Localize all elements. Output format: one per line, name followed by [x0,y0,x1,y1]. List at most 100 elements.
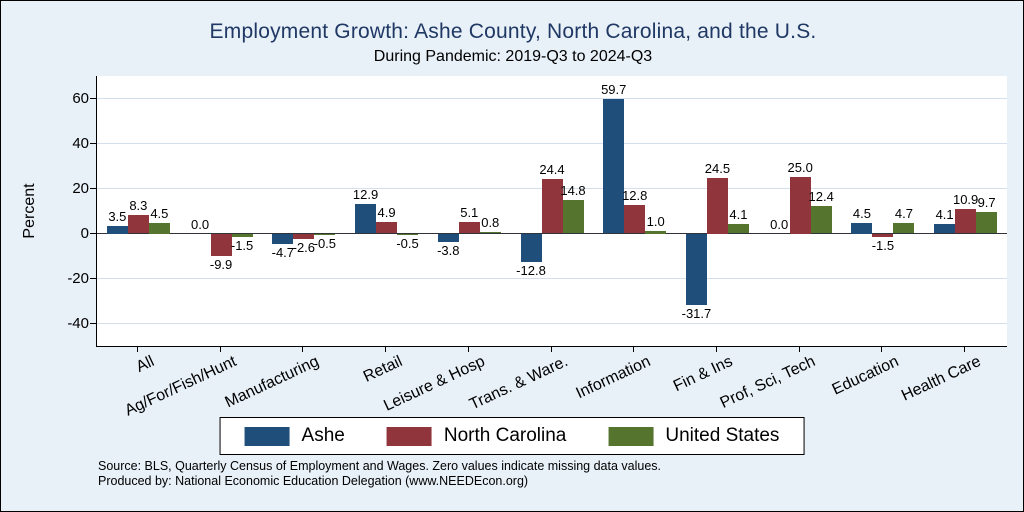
legend-swatch-united-states [608,426,654,446]
bar-value-label: -1.5 [871,237,895,253]
bar-value-label: 12.4 [808,188,834,204]
x-axis-tick [219,347,221,352]
bar-ashe-manufacturing [272,233,294,245]
y-tick-label: 40 [72,134,89,152]
bar-united-states-health-care [976,211,998,234]
bar-value-label: -4.7 [271,245,295,261]
bar-value-label: 4.5 [852,206,871,222]
bar-value-label: -1.5 [230,237,254,253]
y-axis-tick [90,278,96,279]
bar-united-states-trans-ware [562,200,584,234]
legend-label-united-states: United States [665,425,780,446]
x-axis-tick [550,347,552,352]
bar-value-label: 4.1 [935,207,954,223]
bar-north-carolina-all [127,214,149,234]
gridline-60 [97,98,1007,99]
x-axis-tick [633,347,635,352]
bar-value-label: -2.6 [292,240,316,256]
bar-united-states-retail [397,233,419,235]
bar-value-label: 12.8 [622,187,648,203]
bar-value-label: -3.8 [437,243,460,259]
bar-united-states-information [645,231,667,234]
bar-value-label: -0.5 [313,235,337,251]
legend-swatch-ashe [244,426,290,446]
bar-value-label: -12.8 [516,263,546,279]
bar-value-label: 10.9 [952,191,979,207]
x-axis-tick [467,347,469,352]
bar-ashe-fin-ins [685,233,707,305]
bar-value-label: 24.5 [704,161,731,177]
bar-ashe-retail [355,204,377,234]
y-axis-tick [90,323,96,324]
bar-value-label: 8.3 [129,197,148,213]
x-axis-label-education: Education [829,353,902,399]
x-axis-label-manufacturing: Manufacturing [222,353,323,412]
bar-value-label: 12.9 [352,187,379,203]
bar-united-states-prof-sci-tech [810,205,832,234]
y-tick-label: 20 [72,179,89,197]
x-axis-tick [136,347,138,352]
x-axis-label-retail: Retail [360,353,405,386]
bar-united-states-fin-ins [727,224,749,234]
bar-ashe-all [106,225,128,234]
bar-value-label: 4.7 [894,205,913,221]
y-axis-tick [90,98,96,99]
source-note: Source: BLS, Quarterly Census of Employm… [98,459,662,473]
legend-entry-united-states: United States [608,425,779,447]
legend: Ashe North Carolina United States [219,417,805,455]
chart-subtitle: During Pandemic: 2019-Q3 to 2024-Q3 [373,48,653,65]
y-axis-tick [90,143,96,144]
bar-north-carolina-health-care [955,208,977,234]
bar-value-label: 0.0 [770,216,789,232]
bar-north-carolina-prof-sci-tech [789,177,811,234]
legend-label-ashe: Ashe [301,425,345,446]
bar-north-carolina-information [624,204,646,234]
bar-ashe-health-care [934,224,956,234]
bar-value-label: 59.7 [601,82,627,98]
bar-value-label: 25.0 [787,160,813,176]
y-tick-label: -40 [67,314,89,332]
bar-value-label: -31.7 [681,305,712,321]
bar-north-carolina-retail [376,222,398,234]
bar-north-carolina-fin-ins [706,178,728,234]
zero-baseline [97,233,1007,234]
bar-value-label: 24.4 [539,161,565,177]
legend-label-north-carolina: North Carolina [443,425,567,446]
bar-ashe-education [851,223,873,234]
bar-north-carolina-ag-for-fish-hunt [210,233,232,256]
y-tick-label: 60 [72,89,89,107]
legend-entry-ashe: Ashe [244,425,345,447]
y-axis-tick [90,233,96,234]
bar-value-label: 4.9 [377,205,396,221]
x-axis-label-health-care: Health Care [899,353,984,405]
legend-entry-north-carolina: North Carolina [386,425,567,447]
x-axis-tick [385,347,387,352]
bar-value-label: 5.1 [460,205,479,221]
gridline-40 [97,143,1007,144]
bar-united-states-leisure-hosp [479,231,501,234]
x-axis-label-prof-sci-tech: Prof, Sci, Tech [717,353,819,412]
bar-united-states-education [893,222,915,234]
bar-value-label: 9.7 [977,194,996,210]
bar-value-label: 4.1 [729,207,748,223]
bar-north-carolina-manufacturing [293,233,315,240]
chart-title: Employment Growth: Ashe County, North Ca… [209,20,817,43]
x-axis-tick [964,347,966,352]
bar-north-carolina-leisure-hosp [458,222,480,234]
y-tick-label: -20 [67,269,89,287]
bar-north-carolina-education [872,233,894,237]
bar-united-states-ag-for-fish-hunt [231,233,253,237]
x-axis-label-fin-ins: Fin & Ins [671,353,736,396]
bar-ashe-leisure-hosp [437,233,459,243]
gridline--40 [97,323,1007,324]
produced-by-note: Produced by: National Economic Education… [98,474,529,488]
x-axis-label-information: Information [573,353,653,403]
x-axis-tick [798,347,800,352]
x-axis-tick [715,347,717,352]
gridline--20 [97,278,1007,279]
bar-north-carolina-trans-ware [541,178,563,234]
plot-area: 3.5 8.3 4.5 0.0 -9.9 -1.5 -4.7 -2.6 -0.5 12.9 4.9-… [96,76,1007,347]
bar-ashe-trans-ware [520,233,542,263]
bar-value-label: 0.0 [191,216,210,232]
